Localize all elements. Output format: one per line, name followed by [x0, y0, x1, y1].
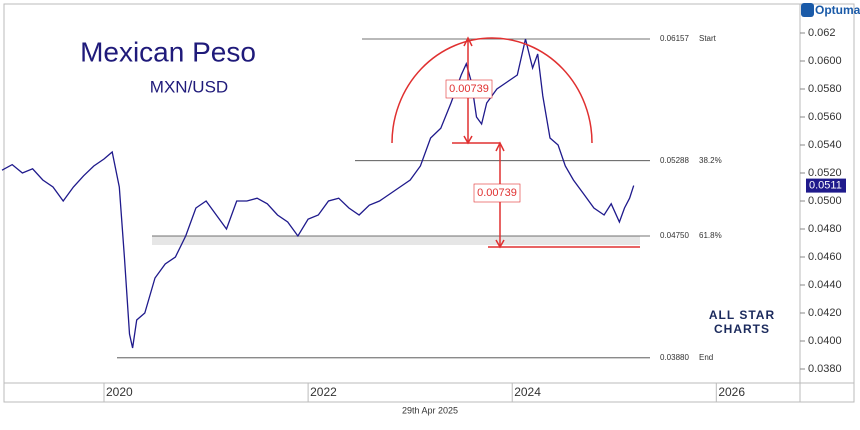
move-box — [473, 183, 521, 203]
y-tick-label: 0.0480 — [808, 223, 842, 235]
x-tick-label: 2026 — [718, 385, 745, 399]
watermark: ALL STAR — [709, 308, 775, 322]
level-name: Start — [699, 34, 717, 43]
x-tick-label: 2024 — [514, 385, 541, 399]
brand: Optuma — [815, 3, 860, 17]
y-tick-label: 0.0560 — [808, 111, 842, 123]
brand-icon — [801, 3, 814, 17]
y-tick-label: 0.0520 — [808, 167, 842, 179]
last-price-box — [806, 178, 846, 193]
y-tick-label: 0.0540 — [808, 139, 842, 151]
level-value: 0.04750 — [660, 231, 689, 240]
move-label: 0.00739 — [449, 83, 489, 95]
level-value: 0.06157 — [660, 34, 689, 43]
level-name: 61.8% — [699, 231, 722, 240]
y-tick-label: 0.0420 — [808, 307, 842, 319]
y-tick-label: 0.0460 — [808, 251, 842, 263]
chart-title: Mexican Peso — [80, 36, 256, 67]
frame — [3, 3, 855, 403]
date-label: 29th Apr 2025 — [402, 405, 458, 415]
watermark: CHARTS — [714, 322, 770, 336]
y-tick-label: 0.0500 — [808, 195, 842, 207]
price-line — [1, 38, 635, 349]
y-tick-label: 0.0600 — [808, 55, 842, 67]
arrows — [452, 36, 640, 249]
last-price-label: 0.0511 — [809, 180, 842, 192]
y-tick-label: 0.0400 — [808, 335, 842, 347]
level-name: 38.2% — [699, 156, 722, 165]
move-box — [445, 79, 493, 99]
level-value: 0.05288 — [660, 156, 689, 165]
arc — [391, 37, 593, 144]
y-tick-label: 0.0580 — [808, 83, 842, 95]
support-zone — [152, 236, 640, 245]
x-tick-label: 2022 — [310, 385, 337, 399]
level-value: 0.03880 — [660, 353, 689, 362]
y-tick-label: 0.0440 — [808, 279, 842, 291]
x-tick-label: 2020 — [106, 385, 133, 399]
level-name: End — [699, 353, 713, 362]
y-tick-label: 0.062 — [808, 27, 836, 39]
move-label: 0.00739 — [477, 187, 517, 199]
y-tick-label: 0.0380 — [808, 363, 842, 375]
chart-subtitle: MXN/USD — [150, 77, 228, 96]
